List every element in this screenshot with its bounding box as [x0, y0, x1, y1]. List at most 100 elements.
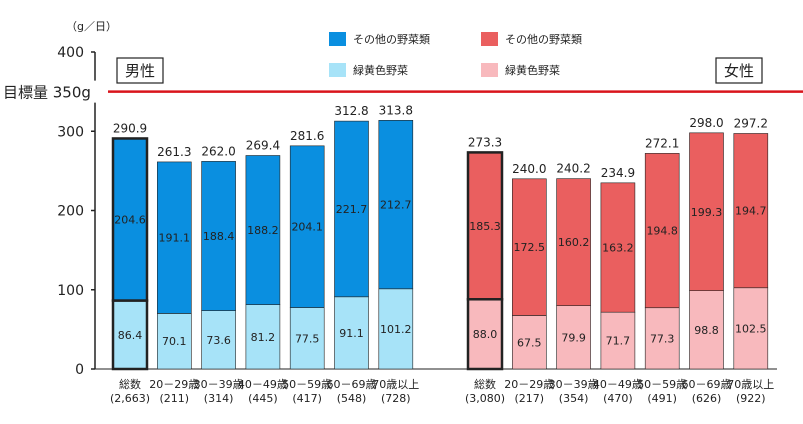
x-tick-sample-size: (626)	[692, 392, 722, 405]
bar-segment-other	[334, 120, 369, 298]
x-tick-sample-size: (548)	[337, 392, 367, 405]
y-unit-label: （g／日）	[66, 20, 117, 33]
data-label-total: 261.3	[157, 145, 191, 159]
data-label-total: 240.0	[512, 162, 546, 176]
y-tick-label: 400	[57, 45, 84, 61]
data-label-green-yellow: 91.1	[339, 327, 364, 340]
group-name-box	[116, 57, 164, 84]
data-label-total: 297.2	[734, 116, 768, 130]
bar-segment-other	[157, 161, 192, 314]
bar-segment-green-yellow	[245, 304, 281, 370]
bar-segment-green-yellow	[157, 313, 192, 370]
bar-segment-other	[111, 137, 149, 302]
data-label-total: 298.0	[689, 116, 723, 130]
group-labels: 男性 女性	[116, 57, 763, 84]
data-label-green-yellow: 101.2	[380, 323, 412, 336]
group-name: 男性	[125, 62, 155, 80]
bar-segment-green-yellow	[201, 310, 236, 370]
x-tick-label: 20－29歳	[149, 378, 199, 391]
x-tick-label: 30－39歳	[194, 378, 244, 391]
x-tick-sample-size: (922)	[736, 392, 766, 405]
bar-segment-green-yellow	[378, 288, 414, 370]
x-tick-label: 70歳以上	[372, 378, 419, 391]
bar-segment-other	[556, 178, 591, 306]
bar-segment-other	[466, 151, 504, 301]
data-label-other: 185.3	[469, 220, 501, 233]
data-label-other: 212.7	[380, 199, 412, 212]
target-label-background	[0, 80, 108, 103]
data-label-other: 194.7	[735, 205, 767, 218]
x-tick-label: 60－69歳	[327, 378, 377, 391]
legend-label: 緑黄色野菜	[505, 63, 560, 77]
data-label-other: 194.8	[646, 225, 678, 238]
data-label-total: 313.8	[379, 103, 413, 117]
x-tick-sample-size: (217)	[515, 392, 545, 405]
x-tick-label: 50－59歳	[637, 378, 687, 391]
data-label-other: 188.4	[203, 230, 235, 243]
bar-segment-green-yellow	[111, 299, 149, 371]
data-label-green-yellow: 77.3	[650, 332, 675, 345]
y-tick-label: 0	[75, 362, 84, 378]
bar-segment-green-yellow	[289, 307, 325, 370]
x-tick-label: 20－29歳	[504, 378, 554, 391]
x-tick-label: 50－59歳	[282, 378, 332, 391]
x-tick-sample-size: (445)	[248, 392, 278, 405]
data-label-total: 240.2	[556, 162, 590, 176]
x-tick-sample-size: (491)	[647, 392, 677, 405]
bar-segment-other	[378, 120, 414, 290]
data-label-other: 199.3	[691, 206, 723, 219]
bar-segment-green-yellow	[511, 315, 547, 370]
data-label-other: 172.5	[514, 241, 546, 254]
legend-swatch	[329, 63, 346, 77]
x-tick-label: 30－39歳	[549, 378, 599, 391]
x-tick-label: 40－49歳	[593, 378, 643, 391]
data-label-other: 221.7	[336, 203, 368, 216]
x-tick-label: 総数	[119, 377, 141, 391]
x-tick-label: 40－49歳	[238, 378, 288, 391]
legend-swatch	[329, 32, 346, 46]
bar-segment-green-yellow	[644, 307, 680, 370]
bar-segment-green-yellow	[466, 298, 504, 371]
data-label-total: 234.9	[601, 166, 635, 180]
x-tick-sample-size: (417)	[292, 392, 322, 405]
x-tick-sample-size: (2,663)	[110, 392, 150, 405]
data-label-green-yellow: 79.9	[561, 331, 586, 344]
bar-segment-other	[201, 161, 236, 311]
data-label-total: 273.3	[468, 135, 502, 149]
target-label: 目標量 350g	[3, 84, 91, 102]
data-label-total: 290.9	[113, 121, 147, 135]
data-label-green-yellow: 98.8	[694, 324, 719, 337]
data-label-total: 312.8	[334, 104, 368, 118]
data-label-total: 272.1	[645, 136, 679, 150]
legend-label: その他の野菜類	[505, 33, 582, 46]
y-tick-label: 300	[57, 124, 84, 140]
x-tick-sample-size: (470)	[603, 392, 633, 405]
x-tick-sample-size: (211)	[160, 392, 190, 405]
x-tick-sample-size: (354)	[559, 392, 589, 405]
legend-swatch	[481, 32, 498, 46]
data-label-green-yellow: 73.6	[206, 334, 231, 347]
data-label-other: 188.2	[247, 224, 279, 237]
data-label-green-yellow: 81.2	[251, 331, 276, 344]
data-label-total: 281.6	[290, 129, 324, 143]
x-tick-sample-size: (314)	[204, 392, 234, 405]
x-tick-label: 60－69歳	[682, 378, 732, 391]
bar-segment-green-yellow	[733, 287, 769, 370]
bar-segment-other	[289, 145, 325, 308]
legend-swatch	[481, 63, 498, 77]
x-tick-label: 70歳以上	[727, 378, 774, 391]
data-label-green-yellow: 102.5	[735, 322, 767, 335]
bar-segment-other	[733, 133, 769, 289]
y-tick-label: 200	[57, 204, 84, 220]
data-label-other: 191.1	[159, 232, 191, 245]
x-tick-sample-size: (728)	[381, 392, 411, 405]
target-line-group: 目標量 350g	[0, 80, 803, 103]
group-name-box	[715, 57, 763, 84]
bar-segment-other	[644, 153, 680, 309]
legend-label: 緑黄色野菜	[353, 63, 408, 77]
bar-segment-other	[511, 178, 547, 316]
data-label-other: 204.6	[114, 213, 146, 226]
bar-segment-green-yellow	[600, 311, 636, 370]
group-name: 女性	[724, 62, 754, 80]
